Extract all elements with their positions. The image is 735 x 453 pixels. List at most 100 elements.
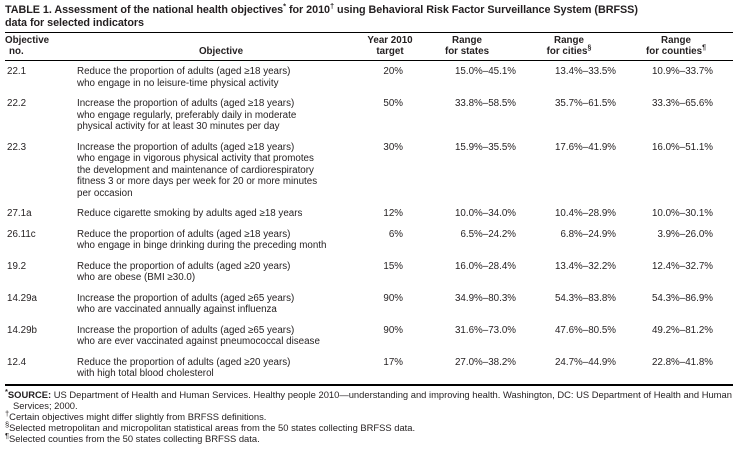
range-cities-cell: 24.7%–44.9% bbox=[554, 356, 616, 368]
col-header-line: for states bbox=[444, 46, 490, 57]
pilcrow-footnote-marker: ¶ bbox=[702, 44, 706, 52]
footnote-text: Selected metropolitan and micropolitan s… bbox=[9, 421, 416, 433]
target-cell: 90% bbox=[383, 324, 403, 336]
dagger-footnote-marker: † bbox=[5, 408, 10, 418]
range-counties-cell: 49.2%–81.2% bbox=[651, 324, 713, 336]
col-header-line: Range bbox=[554, 35, 584, 46]
col-header-line: Year 2010 bbox=[367, 35, 413, 46]
target-cell: 30% bbox=[383, 141, 403, 153]
range-states-cell: 15.0%–45.1% bbox=[454, 66, 516, 77]
range-counties-cell: 10.0%–30.1% bbox=[651, 208, 713, 219]
target-cell: 6% bbox=[388, 228, 403, 240]
objective-cell: Reduce cigarette smoking by adults aged … bbox=[77, 208, 303, 219]
table-title: TABLE 1. Assessment of the national heal… bbox=[5, 1, 733, 33]
dagger-footnote-marker: † bbox=[329, 1, 335, 11]
col-header-line: Range bbox=[452, 35, 482, 46]
objective-no-cell: 22.1 bbox=[7, 66, 27, 77]
table-row: 14.29a Increase the proportion of adults… bbox=[5, 284, 733, 316]
col-header-range-counties: Range for counties¶ bbox=[619, 33, 733, 61]
title-text-2: for 2010 bbox=[286, 4, 330, 16]
range-states-cell: 10.0%–34.0% bbox=[454, 208, 516, 219]
pilcrow-footnote-marker: ¶ bbox=[5, 430, 10, 440]
range-states-cell: 33.8%–58.5% bbox=[454, 98, 516, 109]
col-header-range-cities: Range for cities§ bbox=[519, 33, 619, 61]
target-cell: 15% bbox=[383, 260, 403, 272]
col-header-target: Year 2010 target bbox=[365, 33, 415, 61]
col-header-line: for counties¶ bbox=[619, 44, 733, 57]
col-header-line: Objective bbox=[5, 35, 50, 46]
objective-cell: Increase the proportion of adults (aged … bbox=[77, 324, 320, 348]
objective-cell: Increase the proportion of adults (aged … bbox=[77, 98, 297, 132]
footnote-source: *SOURCE: US Department of Health and Hum… bbox=[5, 386, 733, 410]
footnote-text: Selected counties from the 50 states col… bbox=[9, 432, 260, 444]
objective-cell: Reduce the proportion of adults (aged ≥1… bbox=[77, 66, 291, 89]
range-counties-cell: 54.3%–86.9% bbox=[651, 292, 713, 304]
objective-cell: Reduce the proportion of adults (aged ≥1… bbox=[77, 228, 327, 252]
range-states-cell: 31.6%–73.0% bbox=[454, 324, 516, 336]
header-row: Objective no. Objective Year 2010 target… bbox=[5, 33, 733, 61]
table-bottom-rule bbox=[5, 383, 733, 386]
range-cities-cell: 54.3%–83.8% bbox=[554, 292, 616, 304]
objective-no-cell: 22.2 bbox=[7, 98, 27, 109]
table-row: 22.2 Increase the proportion of adults (… bbox=[5, 89, 733, 133]
table-row: 19.2 Reduce the proportion of adults (ag… bbox=[5, 252, 733, 284]
table-row: 27.1a Reduce cigarette smoking by adults… bbox=[5, 199, 733, 220]
col-header-objective-no: Objective no. bbox=[5, 33, 77, 61]
footnote-text: Certain objectives might differ slightly… bbox=[9, 410, 267, 422]
objective-no-cell: 27.1a bbox=[7, 208, 32, 219]
range-counties-cell: 16.0%–51.1% bbox=[651, 141, 713, 153]
table-row: 12.4 Reduce the proportion of adults (ag… bbox=[5, 348, 733, 384]
footnote-bold-label: SOURCE: bbox=[7, 388, 52, 400]
target-cell: 17% bbox=[383, 356, 403, 368]
objectives-table: Objective no. Objective Year 2010 target… bbox=[5, 33, 733, 384]
range-states-cell: 6.5%–24.2% bbox=[460, 228, 516, 240]
range-cities-cell: 13.4%–32.2% bbox=[554, 260, 616, 272]
col-header-line: Objective bbox=[198, 46, 244, 57]
title-text-1: TABLE 1. Assessment of the national heal… bbox=[5, 4, 284, 16]
footnote-pilcrow: ¶Selected counties from the 50 states co… bbox=[5, 430, 733, 444]
title-text-3: using Behavioral Risk Factor Surveillanc… bbox=[334, 4, 638, 16]
table-row: 14.29b Increase the proportion of adults… bbox=[5, 316, 733, 348]
range-cities-cell: 10.4%–28.9% bbox=[554, 208, 616, 219]
range-counties-cell: 3.9%–26.0% bbox=[657, 228, 713, 240]
footnote-dagger: †Certain objectives might differ slightl… bbox=[5, 408, 733, 422]
footnotes: *SOURCE: US Department of Health and Hum… bbox=[5, 386, 733, 444]
range-counties-cell: 33.3%–65.6% bbox=[651, 98, 713, 109]
range-states-cell: 34.9%–80.3% bbox=[454, 292, 516, 304]
col-header-text: for cities bbox=[546, 46, 588, 57]
range-states-cell: 16.0%–28.4% bbox=[454, 260, 516, 272]
range-cities-cell: 35.7%–61.5% bbox=[554, 98, 616, 109]
range-counties-cell: 10.9%–33.7% bbox=[651, 66, 713, 77]
target-cell: 50% bbox=[383, 98, 403, 109]
col-header-line: target bbox=[376, 46, 404, 57]
col-header-text: for counties bbox=[646, 46, 703, 57]
asterisk-footnote-marker: * bbox=[283, 1, 287, 11]
section-footnote-marker: § bbox=[5, 419, 10, 429]
range-cities-cell: 13.4%–33.5% bbox=[554, 66, 616, 77]
objective-no-cell: 22.3 bbox=[7, 141, 27, 153]
table-row: 22.1 Reduce the proportion of adults (ag… bbox=[5, 61, 733, 90]
objective-cell: Reduce the proportion of adults (aged ≥2… bbox=[77, 356, 291, 380]
objective-no-cell: 19.2 bbox=[7, 260, 27, 272]
asterisk-footnote-marker: * bbox=[5, 386, 8, 396]
range-states-cell: 15.9%–35.5% bbox=[454, 141, 516, 153]
objective-cell: Reduce the proportion of adults (aged ≥2… bbox=[77, 260, 291, 284]
title-text-4: data for selected indicators bbox=[5, 17, 145, 29]
objective-cell: Increase the proportion of adults (aged … bbox=[77, 141, 318, 199]
col-header-objective: Objective bbox=[77, 33, 365, 61]
col-header-line: for cities§ bbox=[519, 44, 619, 57]
col-header-line: Range bbox=[661, 35, 691, 46]
objective-cell: Increase the proportion of adults (aged … bbox=[77, 292, 295, 316]
table-row: 22.3 Increase the proportion of adults (… bbox=[5, 133, 733, 200]
section-footnote-marker: § bbox=[587, 44, 592, 52]
target-cell: 12% bbox=[383, 208, 403, 219]
col-header-range-states: Range for states bbox=[415, 33, 519, 61]
target-cell: 20% bbox=[383, 66, 403, 77]
table-header: Objective no. Objective Year 2010 target… bbox=[5, 33, 733, 61]
objective-no-cell: 14.29a bbox=[7, 292, 37, 304]
objective-no-cell: 14.29b bbox=[7, 324, 37, 336]
target-cell: 90% bbox=[383, 292, 403, 304]
objective-no-cell: 26.11c bbox=[7, 228, 36, 240]
table-row: 26.11c Reduce the proportion of adults (… bbox=[5, 220, 733, 252]
